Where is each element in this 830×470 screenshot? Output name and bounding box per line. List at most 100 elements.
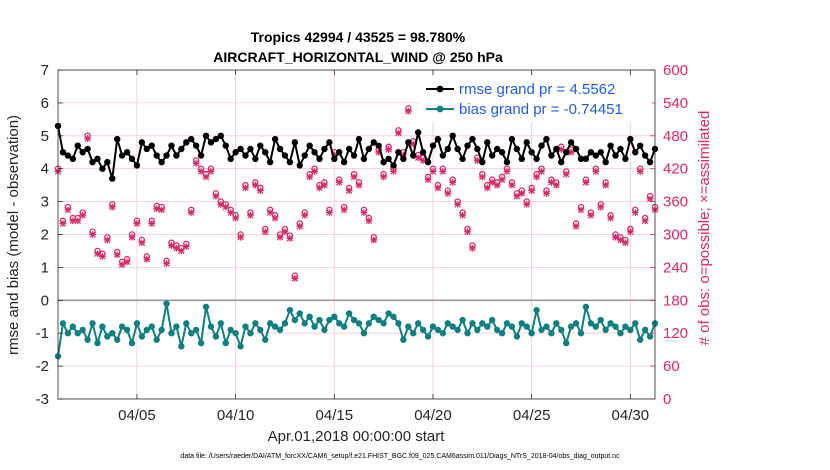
rmse-point: [276, 145, 284, 153]
bias-point: [262, 336, 269, 343]
obs-assimilated-marker: [459, 211, 466, 219]
obs-assimilated-marker: [242, 184, 249, 192]
bias-point: [528, 330, 535, 337]
rmse-point: [390, 162, 397, 169]
bias-point: [617, 330, 624, 337]
bias-point: [217, 320, 225, 327]
rmse-point: [419, 149, 427, 156]
right-y-tick-label: 480: [663, 128, 688, 145]
legend-rmse-marker: [436, 85, 444, 93]
bias-point: [123, 326, 131, 334]
obs-assimilated-marker: [94, 250, 101, 258]
rmse-point: [262, 149, 269, 156]
bias-point: [188, 330, 195, 337]
bias-point: [498, 330, 506, 337]
bias-point: [572, 320, 580, 327]
bias-point: [183, 320, 190, 327]
bias-point: [237, 343, 244, 350]
obs-assimilated-marker: [212, 192, 220, 200]
rmse-point: [360, 155, 368, 163]
rmse-point: [178, 145, 185, 153]
obs-assimilated-marker: [375, 148, 383, 156]
bias-point: [582, 303, 590, 311]
left-y-tick-label: -3: [36, 391, 49, 408]
rmse-point: [311, 149, 318, 156]
rmse-point: [355, 135, 363, 143]
obs-assimilated-marker: [409, 140, 417, 148]
obs-assimilated-marker: [163, 260, 170, 267]
obs-assimilated-marker: [513, 192, 521, 200]
obs-assimilated-marker: [197, 168, 205, 175]
rmse-point: [410, 152, 417, 159]
line-series: [54, 122, 659, 360]
bias-point: [612, 323, 619, 330]
bias-point: [99, 323, 106, 330]
bias-point: [632, 320, 639, 327]
rmse-point: [336, 149, 343, 156]
legend: rmse grand pr = 4.5562 bias grand pr = -…: [420, 76, 652, 122]
bias-point: [454, 326, 461, 334]
rmse-point: [646, 158, 654, 166]
obs-assimilated-marker: [266, 209, 274, 216]
legend-bias-marker: [436, 105, 444, 113]
bias-point: [474, 326, 481, 334]
rmse-point: [69, 155, 77, 163]
obs-assimilated-marker: [326, 209, 333, 216]
rmse-point: [212, 135, 220, 143]
rmse-point: [114, 135, 121, 143]
obs-assimilated-marker: [158, 206, 165, 214]
rmse-point: [301, 152, 308, 159]
obs-assimilated-marker: [439, 168, 447, 175]
obs-assimilated-marker: [523, 200, 531, 208]
obs-assimilated-marker: [335, 179, 343, 186]
rmse-point: [59, 149, 67, 156]
obs-assimilated-marker: [419, 157, 427, 164]
bias-point: [326, 316, 333, 324]
x-tick-label: 04/20: [414, 407, 452, 424]
rmse-point: [89, 158, 96, 166]
rmse-point: [232, 149, 239, 156]
obs-assimilated-marker: [311, 168, 318, 175]
bias-point: [627, 326, 634, 334]
bias-point: [232, 330, 239, 337]
bias-point: [592, 323, 599, 330]
left-y-tick-label: -2: [36, 358, 49, 375]
obs-assimilated-marker: [64, 206, 72, 214]
rmse-point: [316, 155, 323, 163]
bias-point: [148, 323, 155, 330]
rmse-point: [503, 158, 511, 166]
rmse-point: [474, 145, 481, 153]
x-tick-label: 04/15: [316, 407, 354, 424]
obs-assimilated-marker: [321, 181, 328, 189]
bias-point: [464, 330, 471, 337]
obs-assimilated-marker: [345, 187, 353, 194]
obs-assimilated-marker: [153, 205, 161, 213]
rmse-point: [434, 135, 442, 143]
left-y-tick-label: 1: [41, 259, 49, 276]
obs-assimilated-marker: [59, 220, 67, 227]
bias-point: [74, 330, 81, 337]
obs-assimilated-marker: [247, 211, 254, 219]
obs-assimilated-marker: [612, 233, 619, 241]
rmse-point: [222, 142, 229, 149]
obs-assimilated-marker: [271, 214, 279, 222]
bias-point: [439, 330, 447, 337]
rmse-point: [202, 132, 210, 139]
rmse-point: [271, 135, 279, 143]
left-y-tick-label: 7: [41, 62, 49, 79]
rmse-point: [518, 155, 525, 163]
bias-point: [84, 336, 91, 343]
obs-assimilated-marker: [622, 239, 629, 247]
obs-assimilated-marker: [128, 233, 136, 241]
bias-point: [641, 326, 649, 334]
obs-assimilated-marker: [626, 228, 634, 236]
bias-point: [414, 320, 422, 327]
bias-point: [222, 339, 229, 347]
bias-point: [400, 336, 407, 343]
obs-assimilated-marker: [488, 179, 496, 186]
rmse-point: [508, 135, 516, 143]
rmse-point: [217, 132, 225, 139]
obs-assimilated-marker: [528, 187, 536, 194]
rmse-point: [237, 145, 244, 153]
obs-assimilated-marker: [99, 253, 106, 260]
